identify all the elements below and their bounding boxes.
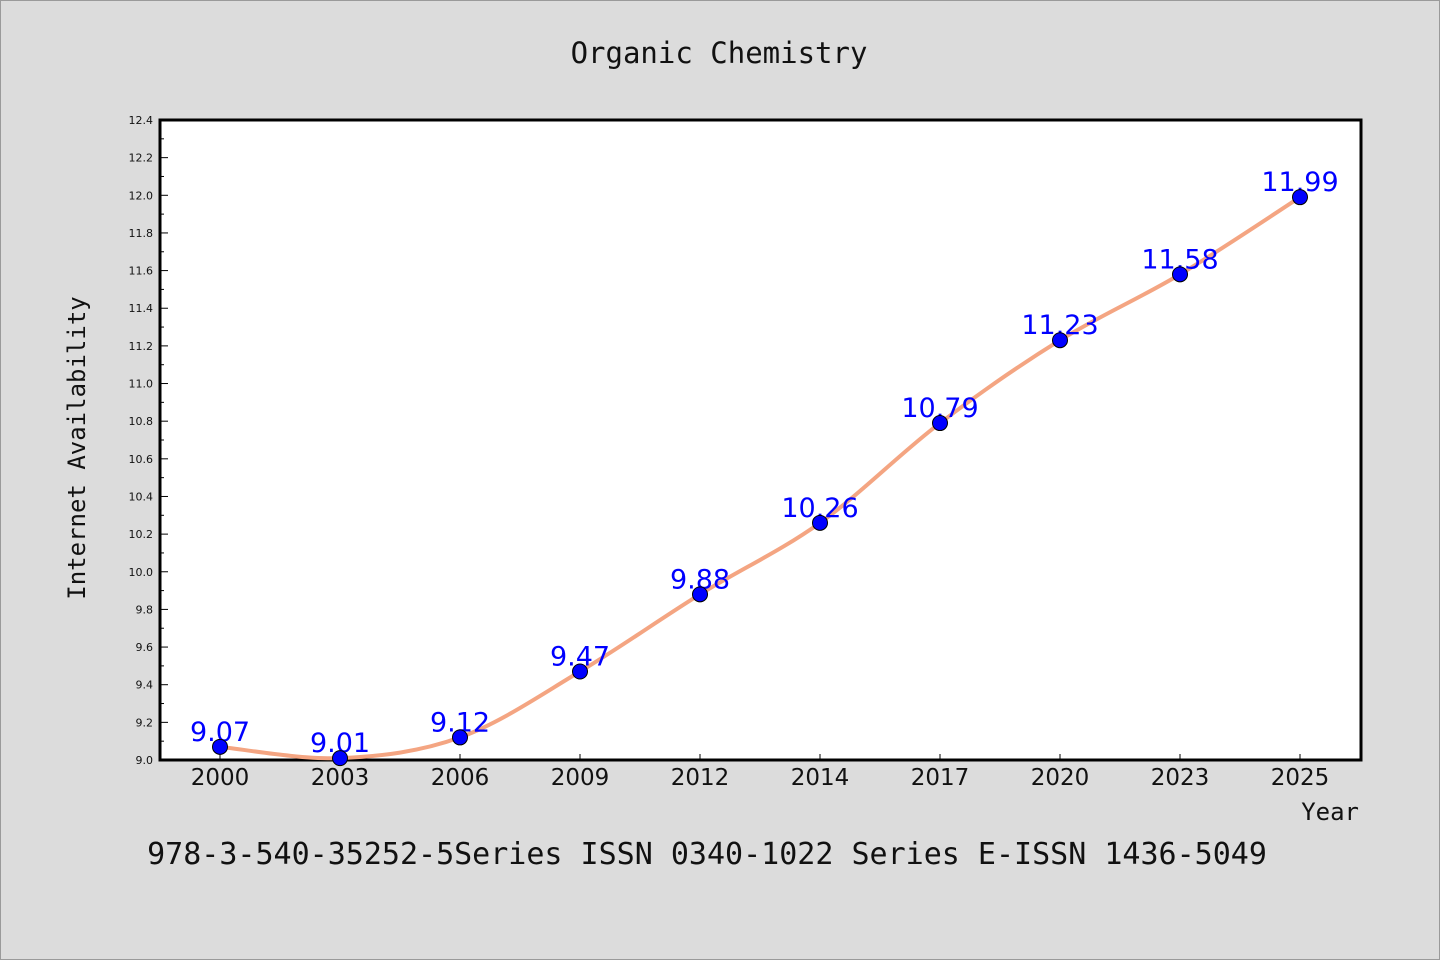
y-tick-label: 11.4	[129, 302, 154, 315]
data-point	[932, 415, 948, 432]
y-tick-label: 9.6	[136, 641, 154, 654]
x-tick-label: 2023	[1151, 765, 1210, 791]
y-tick-label: 9.8	[136, 603, 154, 616]
y-tick-label: 11.8	[129, 227, 154, 240]
data-point	[1052, 332, 1068, 349]
footer-text: 978-3-540-35252-5Series ISSN 0340-1022 S…	[147, 837, 1267, 872]
data-point	[572, 663, 588, 680]
series-layer: 9.07 9.019.129.479.8810.2610.7911.2311.58…	[190, 167, 1339, 767]
y-tick-label: 9.0	[136, 754, 154, 767]
y-axis-label: Internet Availability	[63, 296, 91, 599]
y-tick-label: 9.4	[136, 679, 154, 692]
data-point	[1172, 266, 1188, 283]
series-line	[218, 195, 1302, 761]
chart-title: Organic Chemistry	[571, 36, 868, 70]
y-tick-label: 10.0	[129, 566, 154, 579]
y-axis: 9.0 9.2 9.4 9.6 9.8 10.0 10.2 10.4 10.6 10.8 11.0 1…	[129, 114, 168, 767]
data-point	[212, 738, 228, 755]
x-tick-label: 2000	[191, 765, 250, 791]
data-point	[1292, 189, 1308, 206]
plot-area	[158, 118, 1363, 762]
y-tick-label: 10.8	[129, 415, 154, 428]
y-tick-label: 12.2	[129, 152, 154, 165]
data-point	[692, 586, 708, 603]
x-tick-label: 2017	[911, 765, 970, 791]
x-axis-label: Year	[1301, 798, 1359, 826]
x-axis: 2000 2003 2006 2009 2012 2014 2017 2020 2023 2025	[191, 754, 1330, 791]
data-point	[452, 729, 468, 746]
y-tick-label: 11.6	[129, 265, 154, 278]
y-tick-label: 12.0	[129, 189, 154, 202]
x-tick-label: 2012	[671, 765, 730, 791]
x-tick-label: 2006	[431, 765, 490, 791]
data-point	[332, 750, 348, 767]
y-tick-label: 9.2	[136, 716, 154, 729]
x-tick-label: 2014	[791, 765, 850, 791]
y-tick-label: 12.4	[129, 114, 154, 127]
x-tick-label: 2009	[551, 765, 610, 791]
y-tick-label: 10.4	[129, 490, 154, 503]
y-tick-label: 11.0	[129, 378, 154, 391]
y-tick-label: 11.2	[129, 340, 154, 353]
y-tick-label: 10.2	[129, 528, 154, 541]
data-point	[812, 514, 828, 531]
x-tick-label: 2025	[1271, 765, 1330, 791]
x-tick-label: 2020	[1031, 765, 1090, 791]
x-tick-label: 2003	[311, 765, 370, 791]
y-tick-label: 10.6	[129, 453, 154, 466]
